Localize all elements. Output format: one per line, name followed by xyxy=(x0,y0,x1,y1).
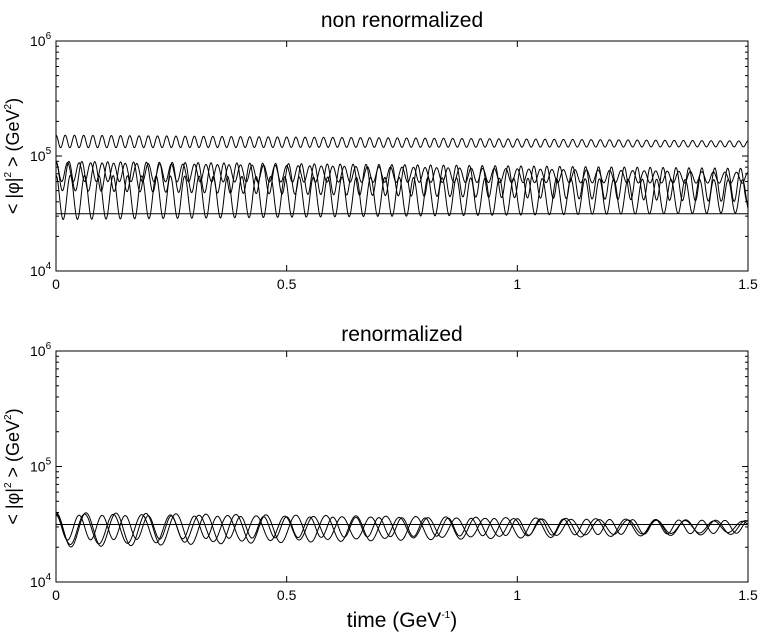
y-tick-label: 106 xyxy=(30,31,52,49)
y-axis-label: < |φ|2 > (GeV2) xyxy=(3,408,23,524)
x-tick-label: 1.5 xyxy=(738,587,758,603)
series-line-3 xyxy=(56,514,748,541)
chart-title: non renormalized xyxy=(321,9,483,32)
y-tick-label: 104 xyxy=(30,261,52,279)
chart-title: renormalized xyxy=(341,323,462,346)
y-axis-label: < |φ|2 > (GeV2) xyxy=(3,98,23,214)
series-line-4 xyxy=(56,174,748,220)
chart-panel-1: non renormalized 0 0.5 1 1.5 104 105 106 < |φ|2 … xyxy=(3,9,758,292)
plot-frame xyxy=(55,350,749,583)
x-tick-label: 0.5 xyxy=(277,587,297,603)
x-tick-label: 1.5 xyxy=(738,276,758,292)
series-line-1 xyxy=(56,134,748,149)
y-tick-label: 106 xyxy=(30,341,52,359)
y-tick-label: 104 xyxy=(30,572,52,590)
x-tick-label: 1 xyxy=(513,587,521,603)
series-line-1 xyxy=(56,511,748,548)
x-axis-label: time (GeV-1) xyxy=(347,609,457,632)
plot-frame xyxy=(55,40,749,272)
x-tick-label: 0 xyxy=(52,587,60,603)
series-line-3 xyxy=(56,160,748,203)
y-tick-label: 105 xyxy=(30,146,52,164)
y-tick-label: 105 xyxy=(30,457,52,475)
series-group xyxy=(56,134,748,220)
series-line-2 xyxy=(56,513,748,545)
chart-panel-2: renormalized 0 0.5 1 1.5 104 105 106 < |φ|2 > (G… xyxy=(3,323,758,632)
x-tick-label: 0 xyxy=(52,276,60,292)
series-group xyxy=(56,511,748,548)
x-tick-label: 0.5 xyxy=(277,276,297,292)
x-tick-label: 1 xyxy=(513,276,521,292)
